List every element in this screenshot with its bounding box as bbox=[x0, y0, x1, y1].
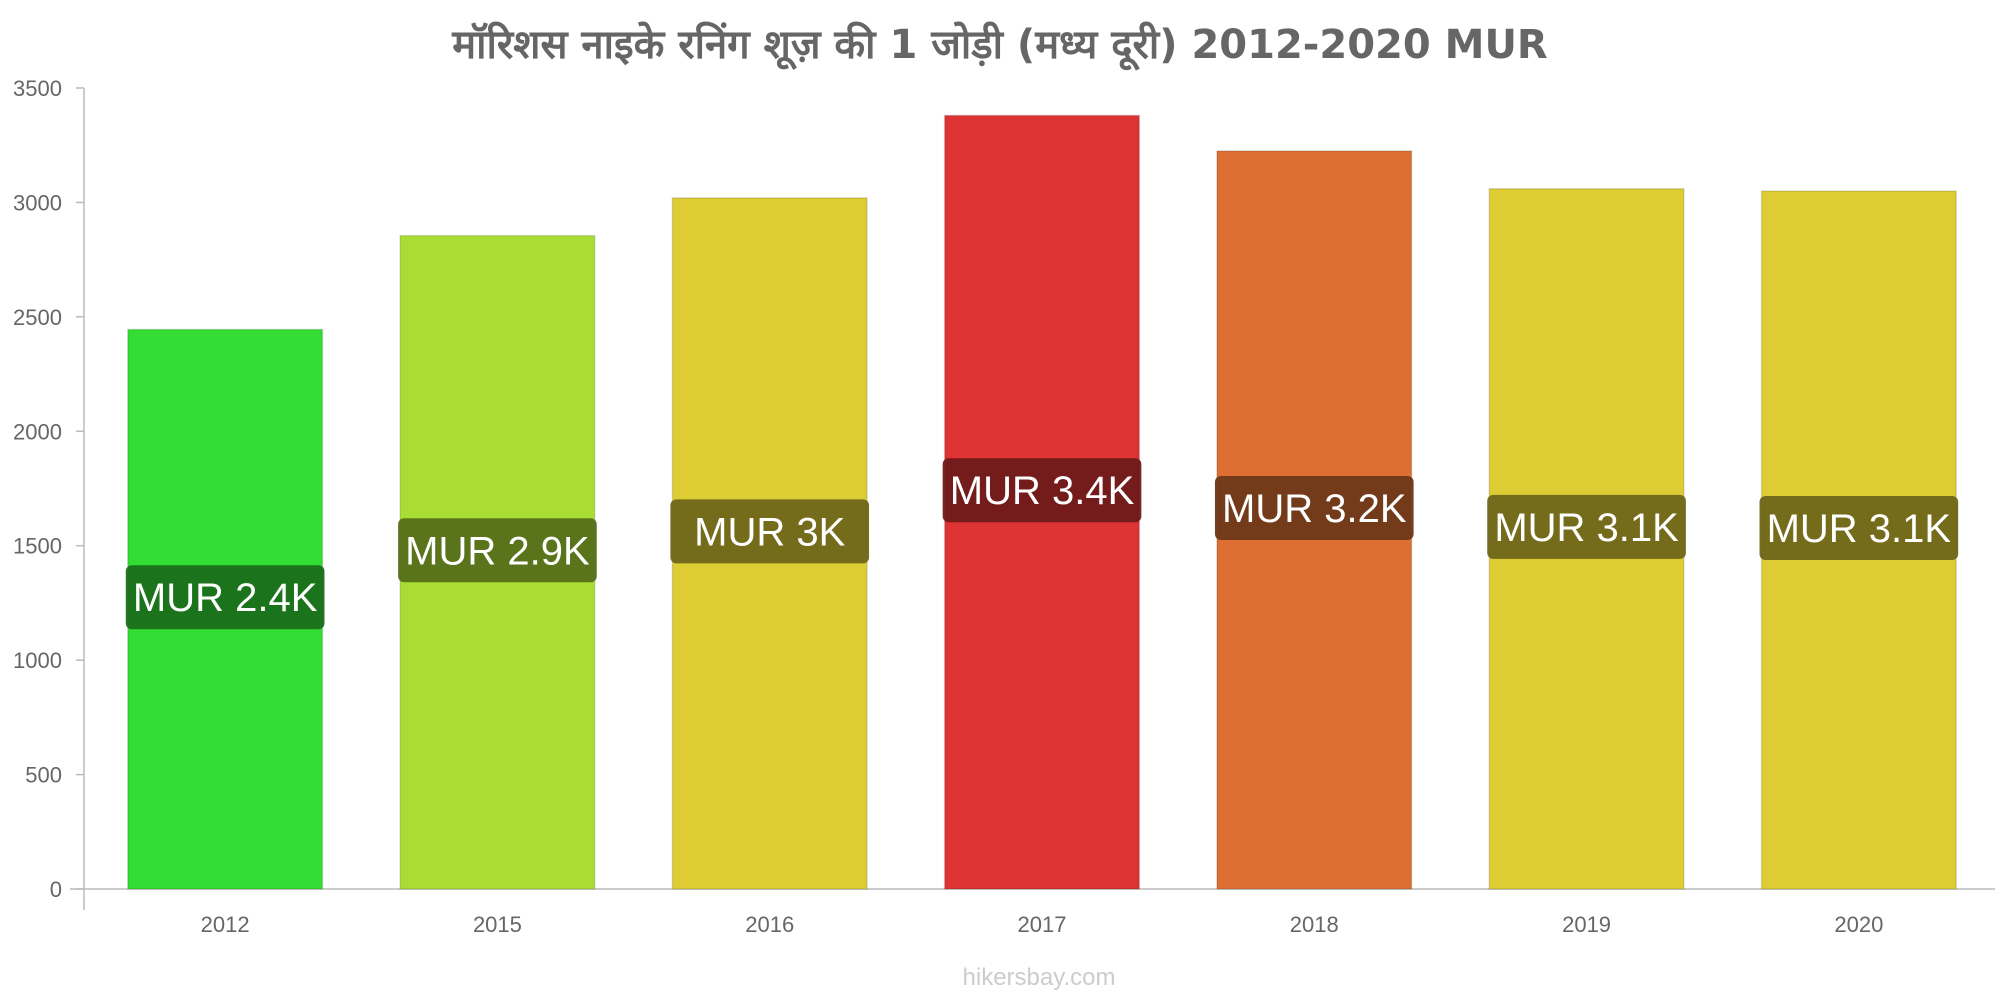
y-tick-label: 1000 bbox=[13, 648, 62, 673]
data-label: MUR 3.4K bbox=[950, 469, 1135, 513]
y-tick-label: 3000 bbox=[13, 190, 62, 215]
data-label: MUR 3.2K bbox=[1222, 487, 1407, 531]
data-label: MUR 2.4K bbox=[133, 576, 318, 620]
data-label-background bbox=[125, 565, 325, 630]
data-label-background bbox=[1214, 475, 1414, 540]
y-tick-label: 500 bbox=[25, 763, 62, 788]
y-axis-ticks: 0 500 1000 1500 2000 2500 3000 3500 bbox=[13, 76, 84, 902]
x-tick-label: 2012 bbox=[201, 912, 250, 937]
data-label-background bbox=[1759, 495, 1959, 560]
data-label: MUR 3.1K bbox=[1494, 506, 1679, 550]
data-label-background bbox=[398, 518, 597, 583]
y-tick-label: 2000 bbox=[13, 419, 62, 444]
watermark: hikersbay.com bbox=[963, 964, 1116, 991]
x-tick-label: 2017 bbox=[1018, 912, 1067, 937]
y-tick-label: 0 bbox=[50, 877, 62, 902]
data-label: MUR 3.1K bbox=[1767, 507, 1952, 551]
data-label-background bbox=[1487, 494, 1686, 559]
x-tick-label: 2018 bbox=[1290, 912, 1339, 937]
x-tick-label: 2020 bbox=[1834, 912, 1883, 937]
data-label-background bbox=[670, 499, 870, 564]
x-axis-ticks: 2012 2015 2016 2017 2018 2019 2020 bbox=[201, 912, 1884, 937]
x-tick-label: 2015 bbox=[473, 912, 522, 937]
data-label: MUR 2.9K bbox=[405, 529, 590, 573]
data-label-background bbox=[942, 458, 1142, 523]
data-labels: MUR 2.4K MUR 2.9K MUR 3K MUR 3.4K MUR 3.2K MU… bbox=[125, 458, 1959, 630]
y-tick-label: 3500 bbox=[13, 76, 62, 101]
y-tick-label: 2500 bbox=[13, 305, 62, 330]
y-tick-label: 1500 bbox=[13, 534, 62, 559]
x-tick-label: 2016 bbox=[745, 912, 794, 937]
data-label: MUR 3K bbox=[694, 510, 845, 554]
x-tick-label: 2019 bbox=[1562, 912, 1611, 937]
chart-title: मॉरिशस नाइके रनिंग शूज़ की 1 जोड़ी (मध्य… bbox=[451, 21, 1547, 71]
